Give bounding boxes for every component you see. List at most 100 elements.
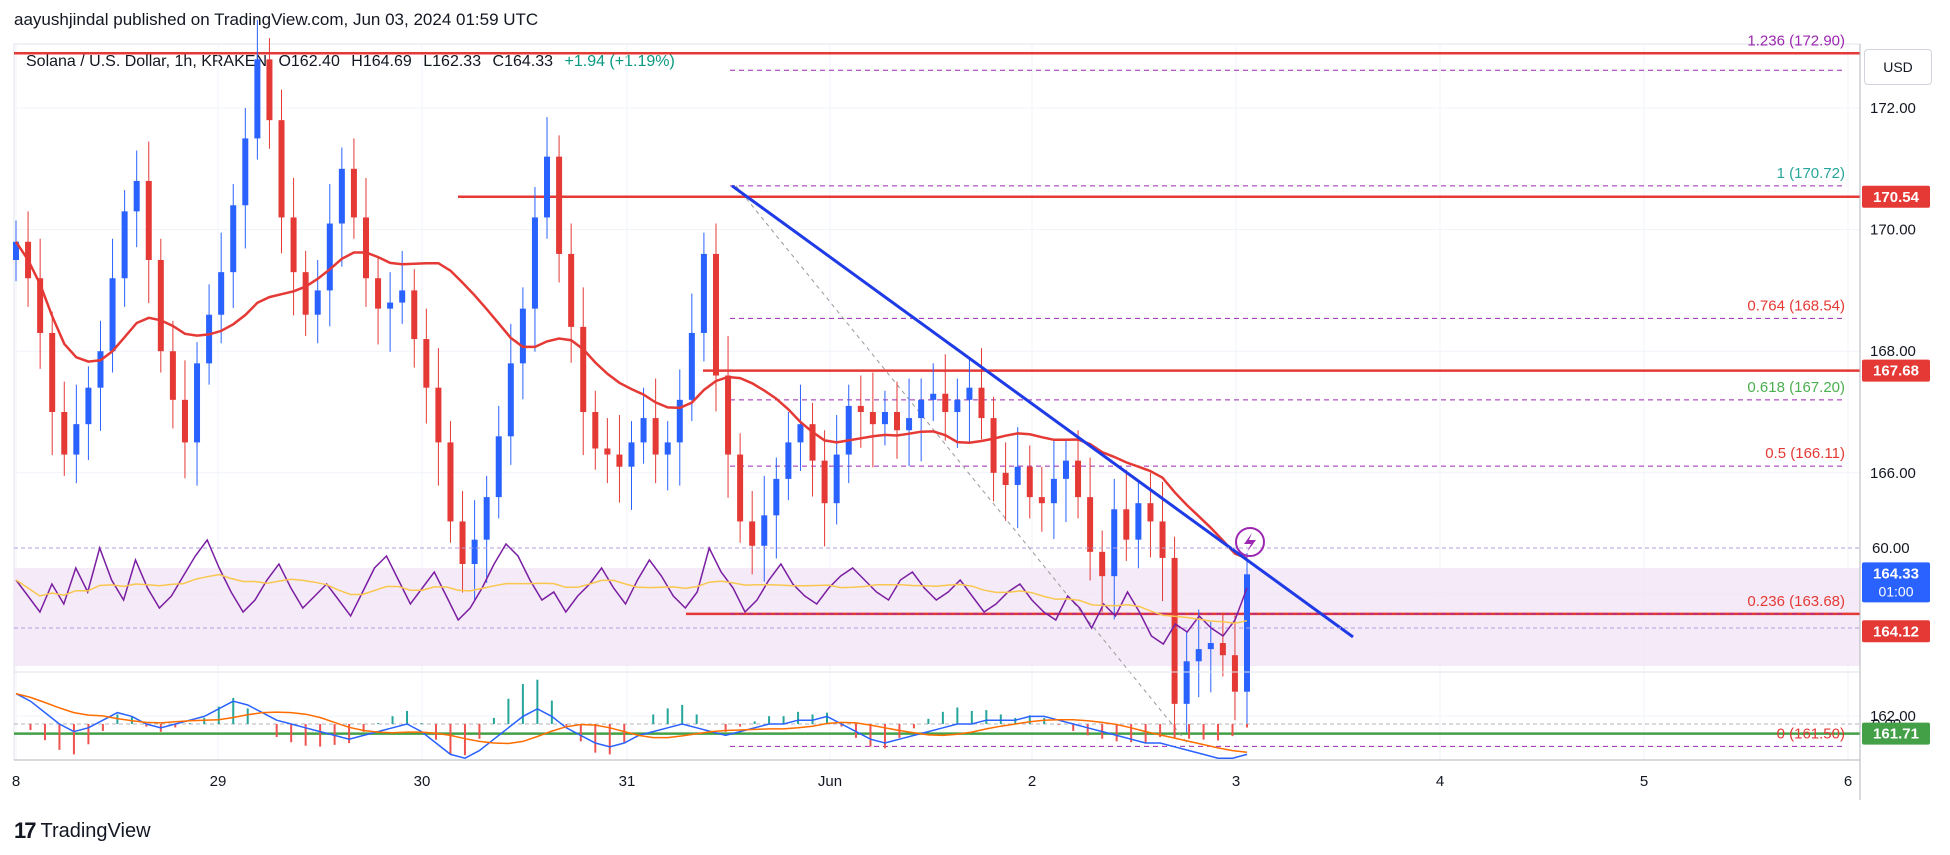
x-tick-label: 29 — [210, 773, 227, 790]
rsi-band — [14, 568, 1860, 666]
candle-body — [942, 393, 949, 412]
candle-body — [121, 211, 128, 279]
candle-body — [785, 442, 792, 479]
candle-body — [1183, 661, 1190, 704]
price-tag-label: 170.54 — [1873, 189, 1920, 206]
rsi-line — [15, 538, 1248, 646]
candle-body — [664, 442, 671, 455]
countdown-label: 01:00 — [1878, 583, 1913, 599]
candle-body — [326, 223, 333, 291]
legend-symbol: Solana / U.S. Dollar, 1h, KRAKEN — [26, 53, 267, 70]
candle-body — [242, 138, 249, 206]
x-tick-label: 4 — [1436, 773, 1444, 790]
candle-body — [519, 308, 526, 364]
candle-body — [531, 217, 538, 309]
price-tag — [1862, 562, 1930, 603]
overlays — [14, 184, 1354, 639]
fib-label: 0 (161.50) — [1777, 725, 1845, 742]
fib-diagonal — [735, 185, 1191, 747]
candle-body — [37, 278, 44, 333]
candle-body — [869, 412, 876, 425]
x-tick-label: 5 — [1640, 773, 1648, 790]
candle-body — [1014, 466, 1021, 485]
bearish-trendline — [731, 184, 1354, 639]
y-tick-label: 168.00 — [1870, 343, 1916, 360]
candle-body — [302, 272, 309, 315]
candle-body — [362, 217, 369, 279]
candle-body — [1159, 521, 1166, 558]
candles — [13, 19, 1250, 733]
candle-body — [1207, 643, 1214, 650]
moving-average-line — [14, 241, 1248, 560]
signal-line — [15, 692, 1248, 753]
candle-body — [471, 539, 478, 564]
candle-body — [435, 387, 442, 443]
y-tick-label: 172.00 — [1870, 100, 1916, 117]
price-tag-label: 167.68 — [1873, 363, 1919, 380]
candle-body — [73, 424, 80, 455]
candle-body — [1075, 460, 1082, 498]
candle-body — [773, 478, 780, 516]
legend-close: C164.33 — [492, 53, 554, 70]
candle-body — [592, 412, 599, 449]
rsi-ma-line — [15, 573, 1248, 625]
candle-body — [97, 351, 104, 388]
candle-body — [1171, 557, 1178, 704]
price-tag-label: 161.71 — [1873, 726, 1919, 743]
candle-body — [85, 387, 92, 425]
candle-body — [990, 418, 997, 473]
candle-body — [266, 59, 273, 121]
candle-body — [580, 326, 587, 412]
legend-high: H164.69 — [351, 53, 412, 70]
candle-body — [169, 351, 176, 400]
horizontal-lines: 1.236 (172.90) 1 (170.72) 0.764 (168.54) 0.… — [14, 32, 1860, 747]
candle-body — [881, 412, 888, 425]
price-tag-label: 164.12 — [1873, 623, 1919, 640]
x-tick-label: 31 — [619, 773, 636, 790]
candle-body — [604, 448, 611, 455]
legend-change: +1.94 (+1.19%) — [564, 53, 675, 70]
candle-body — [459, 521, 466, 564]
candle-body — [194, 363, 201, 443]
candle-body — [556, 156, 563, 254]
currency-button[interactable]: USD — [1864, 49, 1932, 85]
candle-body — [845, 405, 852, 455]
candle-body — [387, 302, 394, 309]
candle-body — [616, 454, 623, 467]
branding-text: TradingView — [40, 819, 151, 842]
candle-body — [133, 180, 140, 212]
candle-body — [254, 59, 261, 139]
candle-body — [1244, 574, 1250, 692]
candle-body — [966, 387, 973, 400]
candle-body — [447, 442, 454, 522]
candle-body — [350, 168, 357, 218]
candle-body — [61, 412, 68, 455]
lightning-bolt-icon — [1244, 533, 1256, 552]
candle-body — [1123, 509, 1130, 540]
candle-body — [375, 278, 382, 309]
candle-body — [1111, 509, 1118, 577]
candle-body — [314, 290, 321, 315]
lightning-icon — [1235, 527, 1265, 557]
candle-body — [1147, 503, 1154, 522]
candle-body — [278, 120, 285, 218]
y-tick-label: 162.00 — [1870, 708, 1916, 725]
x-tick-label: 8 — [12, 773, 20, 790]
publisher-line: aayushjindal published on TradingView.co… — [14, 10, 539, 29]
candle-body — [568, 253, 575, 327]
candle-body — [797, 424, 804, 443]
candle-body — [338, 168, 345, 224]
price-tag — [1862, 185, 1930, 208]
candle-body — [1026, 466, 1033, 498]
candle-body — [712, 253, 719, 376]
tradingview-mark-icon: 17 — [14, 818, 37, 843]
candle-body — [507, 363, 514, 437]
candle-body — [399, 290, 406, 303]
candle-body — [181, 399, 188, 443]
candle-body — [495, 436, 502, 498]
fib-label: 1.236 (172.90) — [1747, 32, 1845, 49]
x-tick-label: 3 — [1232, 773, 1240, 790]
x-tick-label: 2 — [1028, 773, 1036, 790]
